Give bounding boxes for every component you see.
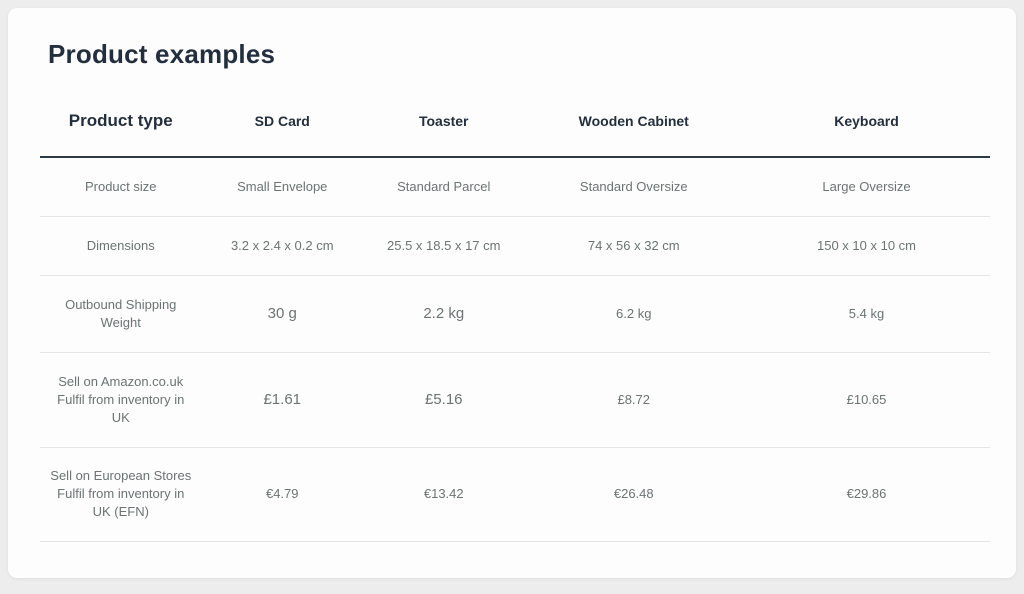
table-cell: Small Envelope: [201, 157, 363, 217]
column-header-product-type: Product type: [40, 94, 202, 158]
page-title: Product examples: [48, 39, 276, 69]
column-header-wooden-cabinet: Wooden Cabinet: [524, 94, 743, 158]
product-examples-table: Product type SD Card Toaster Wooden Cabi…: [40, 94, 990, 542]
table-row-outbound-shipping-weight: Outbound Shipping Weight 30 g 2.2 kg 6.2…: [40, 275, 990, 353]
table-cell: 3.2 x 2.4 x 0.2 cm: [201, 216, 363, 276]
table-cell: Standard Oversize: [524, 157, 743, 217]
table-row-product-size: Product size Small Envelope Standard Par…: [40, 157, 990, 217]
table-header-row: Product type SD Card Toaster Wooden Cabi…: [40, 94, 990, 158]
table-cell: 2.2 kg: [363, 275, 525, 353]
product-examples-card: Product examples Product type SD Card To…: [8, 8, 1016, 578]
table-cell: £1.61: [201, 352, 363, 448]
row-label: Dimensions: [40, 216, 202, 276]
table-cell: 150 x 10 x 10 cm: [743, 216, 990, 276]
table-cell: €26.48: [524, 447, 743, 542]
table-cell: 5.4 kg: [743, 275, 990, 353]
table-cell: £5.16: [363, 352, 525, 448]
table-row-sell-on-european-stores: Sell on European Stores Fulfil from inve…: [40, 447, 990, 542]
row-label: Sell on Amazon.co.uk Fulfil from invento…: [40, 352, 202, 448]
table-row-dimensions: Dimensions 3.2 x 2.4 x 0.2 cm 25.5 x 18.…: [40, 216, 990, 276]
column-header-sd-card: SD Card: [201, 94, 363, 158]
row-label: Product size: [40, 157, 202, 217]
column-header-keyboard: Keyboard: [743, 94, 990, 158]
table-cell: €13.42: [363, 447, 525, 542]
column-header-toaster: Toaster: [363, 94, 525, 158]
table-cell: 6.2 kg: [524, 275, 743, 353]
row-label: Outbound Shipping Weight: [40, 275, 202, 353]
table-cell: Large Oversize: [743, 157, 990, 217]
table-cell: £8.72: [524, 352, 743, 448]
table-header: Product type SD Card Toaster Wooden Cabi…: [40, 94, 990, 158]
table-cell: €29.86: [743, 447, 990, 542]
row-label: Sell on European Stores Fulfil from inve…: [40, 447, 202, 542]
table-body: Product size Small Envelope Standard Par…: [40, 157, 990, 542]
table-row-sell-on-amazon-uk: Sell on Amazon.co.uk Fulfil from invento…: [40, 352, 990, 448]
table-cell: £10.65: [743, 352, 990, 448]
table-cell: 30 g: [201, 275, 363, 353]
table-cell: Standard Parcel: [363, 157, 525, 217]
table-cell: 74 x 56 x 32 cm: [524, 216, 743, 276]
table-cell: 25.5 x 18.5 x 17 cm: [363, 216, 525, 276]
table-cell: €4.79: [201, 447, 363, 542]
